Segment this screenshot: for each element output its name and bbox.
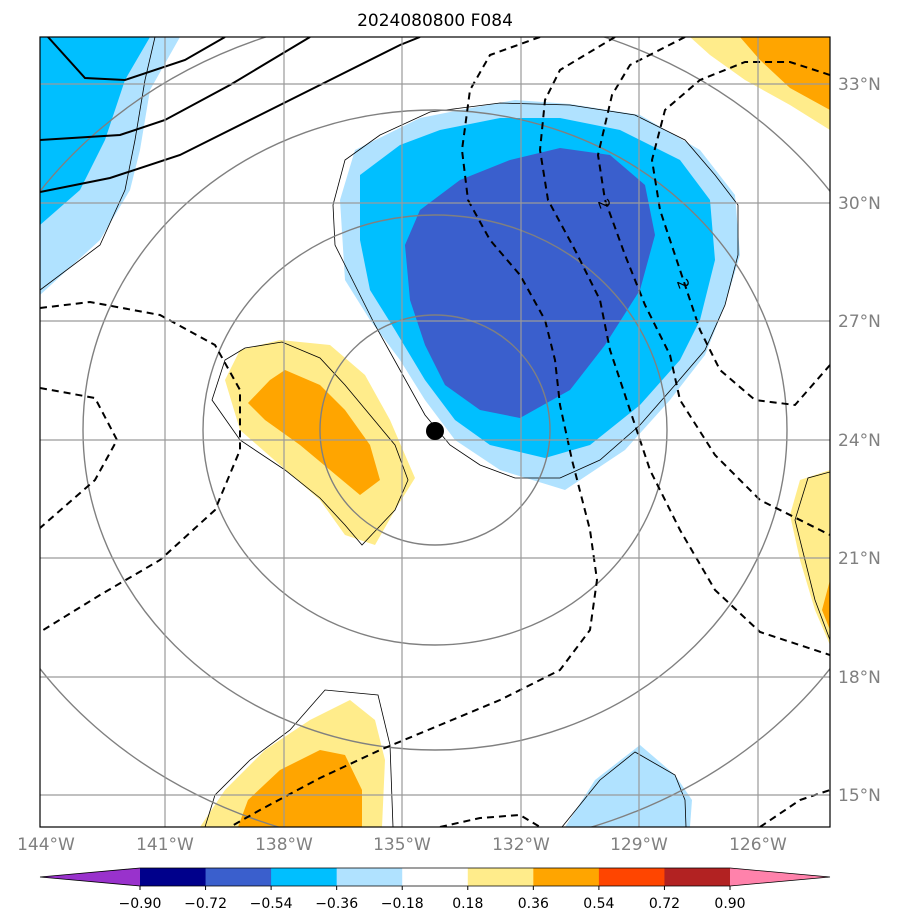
dashed-contour-4: [538, 37, 830, 656]
outline-east: [794, 471, 830, 641]
lon-label-129: 129°W: [610, 835, 668, 855]
colorbar-tick-label: 0.72: [649, 896, 680, 912]
lon-label-135: 135°W: [373, 835, 431, 855]
dashed-contour-3: [229, 37, 599, 827]
lon-label-132: 132°W: [492, 835, 550, 855]
colorbar-tick-label: −0.54: [250, 896, 293, 912]
fill-center-dark-blue: [405, 148, 655, 418]
gray-contour-3: [82, 109, 788, 751]
outline-south-neg: [561, 751, 687, 827]
gray-contour-2: [202, 214, 668, 646]
colorbar-tick-label: −0.72: [184, 896, 227, 912]
lon-label-144: 144°W: [17, 835, 75, 855]
lat-label-30: 30°N: [838, 194, 881, 214]
colorbar: −0.90 −0.72 −0.54 −0.36 −0.18 0.18 0.36 0.54 0.7…: [39, 867, 831, 912]
map-plot-area: 2 2: [40, 37, 830, 827]
gridlines: [40, 37, 830, 827]
solid-contour-3: [40, 37, 421, 193]
colorbar-tick-label: 0.90: [714, 896, 745, 912]
dashed-contour-7: [439, 813, 541, 827]
colorbar-bin: [140, 868, 207, 886]
colorbar-tick-label: 0.18: [452, 896, 483, 912]
fill-east-orange: [822, 580, 830, 630]
gray-contours: [40, 37, 830, 827]
colorbar-bin: [205, 868, 272, 886]
colorbar-tick-label: −0.90: [119, 896, 162, 912]
outline-center: [332, 102, 739, 479]
colorbar-bin: [598, 868, 665, 886]
colorbar-bin: [402, 868, 469, 886]
lat-label-21: 21°N: [838, 549, 881, 569]
map-title: 2024080800 F084: [357, 11, 513, 31]
dashed-contours: [40, 37, 830, 827]
dashed-contour-6: [650, 61, 830, 407]
lat-label-18: 18°N: [838, 668, 881, 688]
colorbar-tick-label: 0.54: [583, 896, 614, 912]
dashed-contour-1: [40, 387, 119, 529]
lon-label-141: 141°W: [136, 835, 194, 855]
dashed-contour-2: [40, 300, 241, 633]
lat-label-24: 24°N: [838, 431, 881, 451]
fill-west-orange: [248, 370, 380, 495]
outline-south: [204, 689, 394, 827]
fill-south-light-blue: [565, 745, 692, 827]
dashed-contour-5: [596, 37, 830, 536]
gray-contour-1: [319, 314, 551, 546]
dashed-contour-8: [759, 789, 830, 827]
lat-label-27: 27°N: [838, 312, 881, 332]
solid-contour-1: [47, 37, 226, 82]
lat-label-15: 15°N: [838, 786, 881, 806]
colorbar-tick-label: 0.36: [518, 896, 549, 912]
lon-label-138: 138°W: [255, 835, 313, 855]
lat-label-33: 33°N: [838, 75, 881, 95]
fill-ne-orange: [740, 37, 830, 110]
colorbar-bin: [467, 868, 534, 886]
lon-labels: 144°W 141°W 138°W 135°W 132°W 129°W 126°…: [17, 835, 787, 855]
lon-label-126: 126°W: [729, 835, 787, 855]
lat-labels: 33°N 30°N 27°N 24°N 21°N 18°N 15°N: [838, 75, 881, 806]
colorbar-extend-high: [730, 868, 830, 886]
colorbar-tick-label: −0.18: [381, 896, 424, 912]
colorbar-bin: [336, 868, 403, 886]
storm-center-marker: [426, 422, 444, 440]
colorbar-extend-low: [40, 868, 140, 886]
colorbar-bin: [664, 868, 731, 886]
map-frame: [39, 36, 831, 828]
colorbar-tick-label: −0.36: [315, 896, 358, 912]
colorbar-bin: [533, 868, 600, 886]
colorbar-bin: [271, 868, 338, 886]
